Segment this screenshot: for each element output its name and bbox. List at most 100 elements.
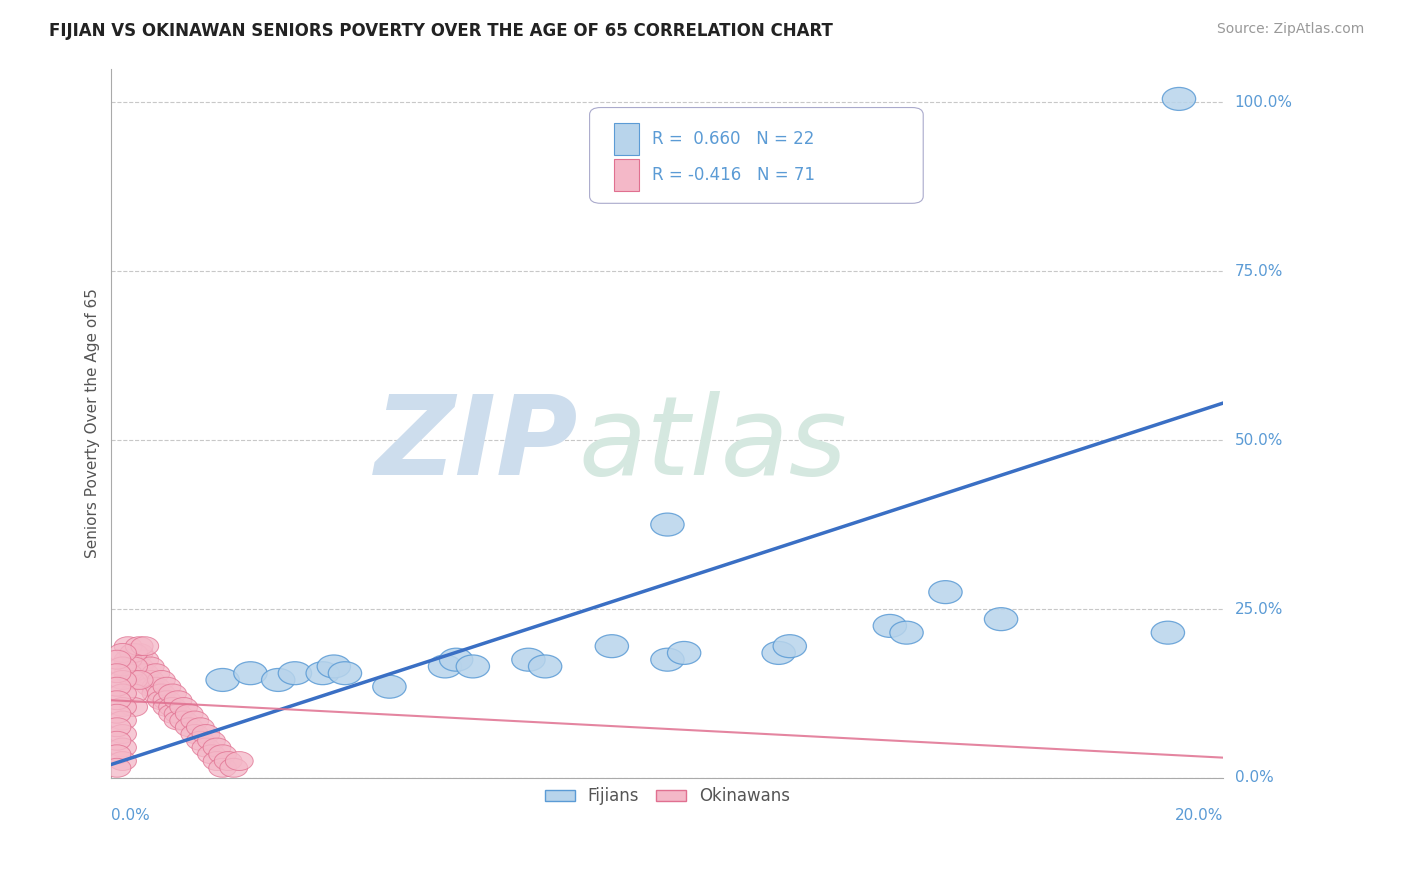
Ellipse shape: [170, 698, 198, 716]
Ellipse shape: [773, 635, 807, 657]
Ellipse shape: [595, 635, 628, 657]
Ellipse shape: [429, 655, 461, 678]
Ellipse shape: [120, 698, 148, 716]
Ellipse shape: [278, 662, 312, 685]
Ellipse shape: [103, 664, 131, 682]
Ellipse shape: [136, 671, 165, 690]
Ellipse shape: [103, 690, 131, 710]
Ellipse shape: [187, 718, 214, 737]
Ellipse shape: [328, 662, 361, 685]
Text: ZIP: ZIP: [375, 391, 578, 498]
Ellipse shape: [120, 671, 148, 690]
Ellipse shape: [233, 662, 267, 685]
Ellipse shape: [1163, 87, 1195, 111]
Ellipse shape: [193, 724, 219, 743]
Ellipse shape: [890, 621, 924, 644]
Ellipse shape: [108, 643, 136, 663]
Ellipse shape: [108, 752, 136, 771]
Ellipse shape: [651, 513, 685, 536]
Ellipse shape: [108, 711, 136, 730]
FancyBboxPatch shape: [614, 159, 638, 191]
Ellipse shape: [142, 664, 170, 682]
Ellipse shape: [108, 671, 136, 690]
Ellipse shape: [159, 705, 187, 723]
Ellipse shape: [103, 745, 131, 764]
Text: 0.0%: 0.0%: [1234, 771, 1274, 786]
Ellipse shape: [529, 655, 562, 678]
Text: 100.0%: 100.0%: [1234, 95, 1292, 110]
Ellipse shape: [208, 758, 236, 777]
Ellipse shape: [176, 718, 202, 737]
Ellipse shape: [142, 684, 170, 703]
Ellipse shape: [651, 648, 685, 671]
Text: 75.0%: 75.0%: [1234, 264, 1282, 278]
Text: 20.0%: 20.0%: [1175, 808, 1223, 823]
Y-axis label: Seniors Poverty Over the Age of 65: Seniors Poverty Over the Age of 65: [86, 288, 100, 558]
Ellipse shape: [120, 684, 148, 703]
Ellipse shape: [120, 643, 148, 663]
Ellipse shape: [873, 615, 907, 638]
Ellipse shape: [181, 711, 208, 730]
Ellipse shape: [131, 664, 159, 682]
Ellipse shape: [307, 662, 339, 685]
Ellipse shape: [108, 698, 136, 716]
Ellipse shape: [136, 657, 165, 676]
Ellipse shape: [159, 698, 187, 716]
Ellipse shape: [1152, 621, 1184, 644]
Ellipse shape: [373, 675, 406, 698]
Ellipse shape: [159, 684, 187, 703]
Ellipse shape: [131, 650, 159, 669]
Ellipse shape: [136, 677, 165, 696]
Ellipse shape: [142, 677, 170, 696]
Ellipse shape: [187, 731, 214, 750]
Text: R = -0.416   N = 71: R = -0.416 N = 71: [652, 166, 815, 184]
Ellipse shape: [125, 657, 153, 676]
Text: atlas: atlas: [578, 391, 846, 498]
Ellipse shape: [165, 705, 193, 723]
Ellipse shape: [103, 758, 131, 777]
Text: 50.0%: 50.0%: [1234, 433, 1282, 448]
Ellipse shape: [108, 738, 136, 757]
Ellipse shape: [125, 671, 153, 690]
Ellipse shape: [225, 752, 253, 771]
FancyBboxPatch shape: [589, 108, 924, 203]
Ellipse shape: [456, 655, 489, 678]
Ellipse shape: [103, 650, 131, 669]
Text: FIJIAN VS OKINAWAN SENIORS POVERTY OVER THE AGE OF 65 CORRELATION CHART: FIJIAN VS OKINAWAN SENIORS POVERTY OVER …: [49, 22, 834, 40]
Ellipse shape: [202, 738, 231, 757]
Ellipse shape: [120, 657, 148, 676]
Ellipse shape: [153, 677, 181, 696]
Ellipse shape: [103, 705, 131, 723]
Ellipse shape: [108, 724, 136, 743]
Ellipse shape: [202, 752, 231, 771]
Legend: Fijians, Okinawans: Fijians, Okinawans: [538, 780, 797, 812]
Ellipse shape: [125, 643, 153, 663]
Ellipse shape: [148, 671, 176, 690]
Ellipse shape: [125, 637, 153, 656]
Ellipse shape: [668, 641, 700, 665]
Ellipse shape: [148, 684, 176, 703]
FancyBboxPatch shape: [614, 123, 638, 155]
Ellipse shape: [165, 690, 193, 710]
Ellipse shape: [108, 657, 136, 676]
Ellipse shape: [181, 724, 208, 743]
Ellipse shape: [108, 684, 136, 703]
Ellipse shape: [198, 731, 225, 750]
Ellipse shape: [214, 752, 242, 771]
Ellipse shape: [208, 745, 236, 764]
Text: R =  0.660   N = 22: R = 0.660 N = 22: [652, 130, 814, 148]
Ellipse shape: [193, 738, 219, 757]
Ellipse shape: [114, 637, 142, 656]
Ellipse shape: [114, 664, 142, 682]
Ellipse shape: [153, 698, 181, 716]
Ellipse shape: [103, 718, 131, 737]
Ellipse shape: [512, 648, 546, 671]
Ellipse shape: [219, 758, 247, 777]
Text: 0.0%: 0.0%: [111, 808, 150, 823]
Ellipse shape: [176, 705, 202, 723]
Text: Source: ZipAtlas.com: Source: ZipAtlas.com: [1216, 22, 1364, 37]
Ellipse shape: [205, 668, 239, 691]
Ellipse shape: [984, 607, 1018, 631]
Ellipse shape: [929, 581, 962, 604]
Ellipse shape: [103, 677, 131, 696]
